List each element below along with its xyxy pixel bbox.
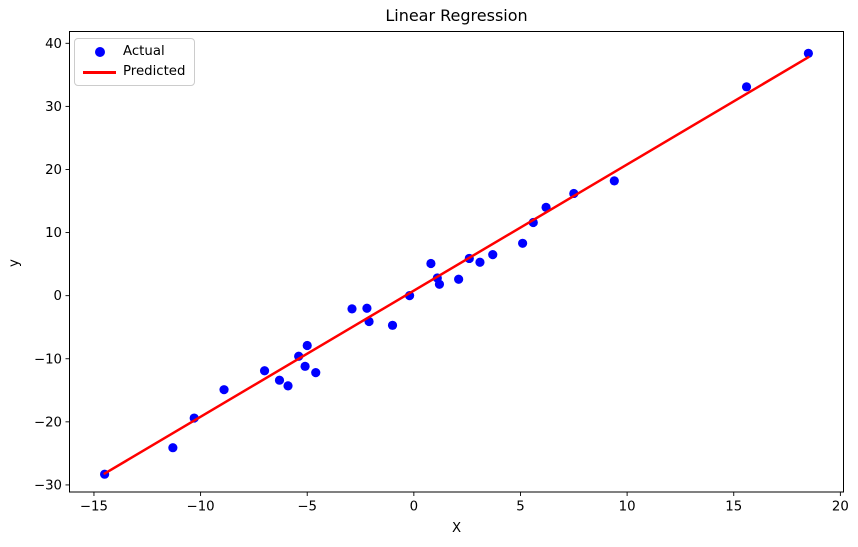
y-tick-label: 10 xyxy=(45,226,62,241)
red-line-icon xyxy=(83,70,116,74)
y-tick-label: 20 xyxy=(45,163,62,178)
y-tick-label: −10 xyxy=(34,352,62,367)
legend-item-actual: Actual xyxy=(75,42,194,62)
legend: Actual Predicted xyxy=(74,38,195,86)
regression-line xyxy=(103,55,810,475)
x-tick-label: 0 xyxy=(410,500,418,515)
scatter-point xyxy=(434,279,445,289)
scatter-point xyxy=(362,303,372,313)
x-tick-label: 5 xyxy=(516,500,524,515)
scatter-point xyxy=(274,375,285,385)
y-tick-label: 0 xyxy=(54,289,62,304)
y-tick-label: 40 xyxy=(45,37,62,52)
scatter-point xyxy=(168,443,178,453)
legend-label-predicted: Predicted xyxy=(123,64,186,80)
legend-item-predicted: Predicted xyxy=(75,62,194,82)
axes-spines xyxy=(69,31,844,493)
x-tick-label: −10 xyxy=(187,500,215,515)
blue-dot-icon xyxy=(94,46,105,57)
x-tick-label: −15 xyxy=(80,500,108,515)
plot-area: −15 −10 −5 0 5 10 15 20 −30 −20 −10 0 10 20 30 40 xyxy=(34,31,849,515)
y-tick-label: −20 xyxy=(34,415,62,430)
y-axis-label: y xyxy=(7,259,22,267)
legend-label-actual: Actual xyxy=(123,43,165,59)
actual-point-icon xyxy=(83,46,116,57)
scatter-point xyxy=(302,340,312,351)
x-tick-label: 20 xyxy=(832,500,849,515)
scatter-point xyxy=(518,238,528,248)
scatter-point xyxy=(283,381,293,391)
scatter-point xyxy=(347,304,357,314)
x-axis-label: X xyxy=(451,521,462,536)
scatter-point xyxy=(475,257,485,267)
scatter-point xyxy=(454,274,464,284)
scatter-point xyxy=(387,320,398,330)
scatter-point xyxy=(741,82,752,92)
x-tick-label: 15 xyxy=(725,500,742,515)
scatter-point xyxy=(219,385,229,395)
scatter-point xyxy=(488,250,498,260)
scatter-point xyxy=(311,368,321,378)
scatter-point xyxy=(259,366,270,376)
predicted-line-icon xyxy=(83,70,116,74)
scatter-point xyxy=(609,176,619,186)
scatter-point xyxy=(803,48,813,58)
x-tick-label: 10 xyxy=(619,500,636,515)
y-tick-label: −30 xyxy=(34,478,62,493)
y-tick-label: 30 xyxy=(45,100,62,115)
scatter-point xyxy=(300,361,310,371)
x-tick-label: −5 xyxy=(297,500,317,515)
chart-title: Linear Regression xyxy=(385,6,528,25)
scatter-point xyxy=(426,258,436,269)
